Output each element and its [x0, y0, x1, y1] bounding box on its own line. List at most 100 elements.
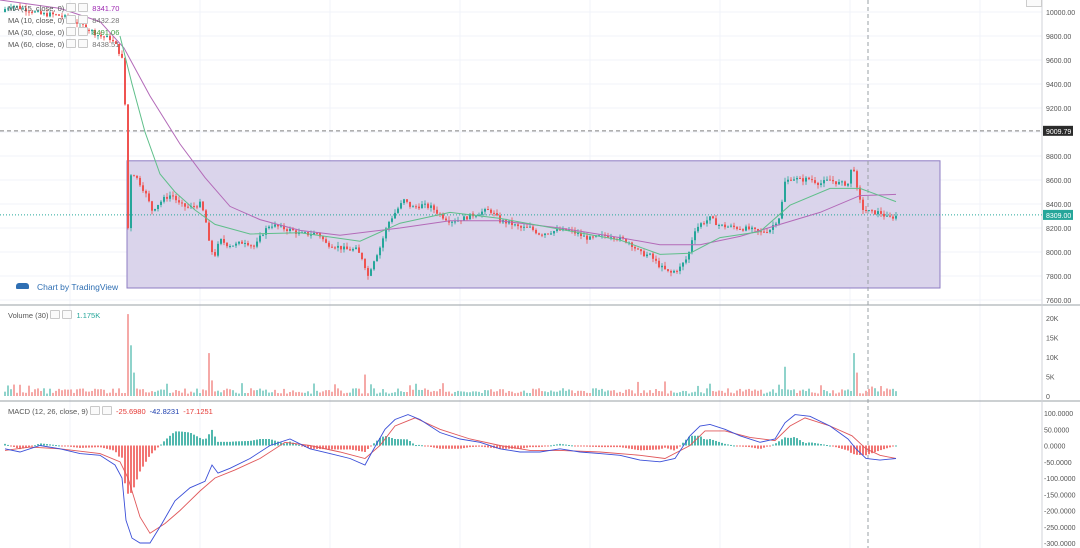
eye-icon[interactable] — [66, 27, 77, 36]
settings-icon[interactable] — [102, 406, 113, 415]
volume-bar — [169, 392, 171, 396]
candle-body — [847, 183, 849, 186]
volume-bar — [241, 383, 243, 396]
candle-body — [346, 246, 348, 250]
volume-bar — [310, 393, 312, 396]
histogram-bar — [313, 445, 315, 449]
histogram-bar — [886, 445, 888, 449]
histogram-bar — [16, 445, 18, 449]
volume-bar — [16, 392, 18, 396]
volume-bar — [307, 391, 309, 396]
volume-bar — [265, 389, 267, 396]
chart-toolbar-toggle-icon[interactable] — [1026, 0, 1042, 7]
volume-bar — [499, 389, 501, 396]
candle-body — [436, 209, 438, 214]
histogram-bar — [793, 437, 795, 446]
candle-body — [319, 233, 321, 237]
candle-body — [343, 246, 345, 250]
eye-icon[interactable] — [66, 3, 77, 12]
histogram-bar — [391, 438, 393, 446]
ma-60-legend[interactable]: MA (60, close, 0) 8438.51 — [8, 39, 119, 49]
histogram-bar — [676, 445, 678, 449]
histogram-bar — [652, 445, 654, 450]
histogram-bar — [802, 442, 804, 446]
histogram-bar — [670, 445, 672, 450]
macd-legend[interactable]: MACD (12, 26, close, 9) -25.6980 -42.8231-… — [8, 406, 213, 416]
volume-bar — [439, 388, 441, 396]
settings-icon[interactable] — [78, 39, 89, 48]
volume-bar — [508, 390, 510, 396]
tradingview-watermark[interactable]: Chart by TradingView — [16, 282, 118, 292]
volume-bar — [493, 391, 495, 396]
candle-body — [661, 265, 663, 268]
candle-body — [766, 232, 768, 234]
candle-body — [658, 260, 660, 268]
histogram-bar — [394, 439, 396, 446]
settings-icon[interactable] — [78, 15, 89, 24]
ma-10-legend[interactable]: MA (10, close, 0) 8432.28 — [8, 15, 119, 25]
candle-body — [814, 180, 816, 183]
volume-bar — [685, 391, 687, 396]
histogram-bar — [76, 445, 78, 448]
volume-bar — [625, 389, 627, 396]
histogram-bar — [43, 443, 45, 446]
candle-body — [118, 44, 120, 54]
volume-legend[interactable]: Volume (30) 1.175K — [8, 310, 100, 320]
volume-bar — [331, 391, 333, 396]
candle-body — [778, 218, 780, 224]
histogram-bar — [127, 445, 129, 494]
eye-icon[interactable] — [66, 39, 77, 48]
volume-bar — [214, 391, 216, 396]
histogram-bar — [658, 445, 660, 450]
candle-body — [322, 236, 324, 240]
settings-icon[interactable] — [78, 3, 89, 12]
ma-15-legend[interactable]: MA (15, close, 0) 8341.70 — [8, 3, 119, 13]
candle-body — [310, 234, 312, 236]
histogram-bar — [250, 440, 252, 446]
volume-bar — [736, 390, 738, 396]
eye-icon[interactable] — [50, 310, 61, 319]
histogram-bar — [496, 445, 498, 449]
histogram-bar — [721, 442, 723, 446]
candle-body — [283, 225, 285, 230]
histogram-bar — [454, 445, 456, 449]
histogram-bar — [133, 445, 135, 488]
histogram-bar — [448, 445, 450, 449]
candle-body — [874, 210, 876, 215]
histogram-bar — [322, 445, 324, 450]
histogram-bar — [274, 440, 276, 446]
histogram-bar — [712, 439, 714, 446]
volume-bar — [661, 391, 663, 396]
ma-10-label: MA (10, close, 0) — [8, 16, 65, 25]
price-tick-label: 10000.00 — [1046, 10, 1075, 17]
histogram-bar — [835, 445, 837, 448]
histogram-bar — [139, 445, 141, 472]
volume-bar — [121, 393, 123, 396]
macd-tick-label: -50.0000 — [1044, 460, 1072, 467]
candle-body — [781, 201, 783, 219]
price-tick-label: 7800.00 — [1046, 274, 1071, 281]
volume-bar — [556, 391, 558, 396]
eye-icon[interactable] — [66, 15, 77, 24]
histogram-bar — [637, 445, 639, 451]
eye-icon[interactable] — [90, 406, 101, 415]
histogram-bar — [718, 441, 720, 446]
volume-bar — [271, 392, 273, 396]
macd-value-3: -17.1251 — [183, 407, 213, 416]
settings-icon[interactable] — [78, 27, 89, 36]
histogram-bar — [196, 436, 198, 446]
ma-30-legend[interactable]: MA (30, close, 0) 8491.06 — [8, 27, 119, 37]
candle-body — [799, 177, 801, 179]
volume-bar — [442, 383, 444, 396]
settings-icon[interactable] — [62, 310, 73, 319]
volume-bar — [766, 392, 768, 396]
candle-body — [490, 209, 492, 213]
histogram-bar — [217, 441, 219, 446]
volume-bar — [769, 391, 771, 396]
candle-body — [142, 185, 144, 191]
histogram-bar — [112, 445, 114, 451]
histogram-bar — [175, 431, 177, 446]
histogram-bar — [106, 445, 108, 449]
histogram-bar — [601, 445, 603, 448]
